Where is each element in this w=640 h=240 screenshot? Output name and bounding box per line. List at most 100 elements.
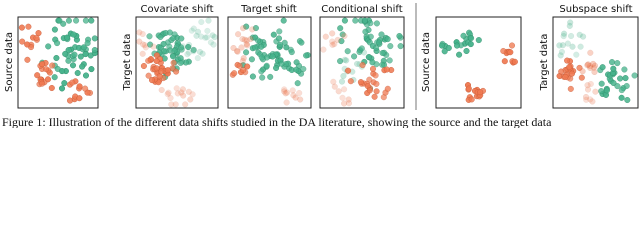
dot <box>293 66 300 73</box>
dot <box>331 41 338 48</box>
dot <box>80 44 87 51</box>
dot <box>236 62 243 69</box>
dot <box>289 87 296 94</box>
dot <box>373 88 380 95</box>
dot <box>233 47 241 55</box>
dot <box>587 49 594 56</box>
dot <box>136 29 143 36</box>
dot <box>24 41 31 48</box>
dot <box>475 37 482 44</box>
dot <box>330 78 337 85</box>
dot <box>339 94 346 101</box>
dot <box>148 77 156 84</box>
dot <box>79 63 86 70</box>
dot <box>139 30 146 38</box>
dot <box>185 43 192 51</box>
dot <box>341 32 348 40</box>
dot <box>58 85 66 92</box>
dot <box>576 64 583 71</box>
dot <box>62 50 69 57</box>
dot <box>378 31 385 38</box>
dot <box>598 88 605 95</box>
dot <box>39 61 46 68</box>
dot <box>284 89 291 96</box>
dot <box>384 85 391 92</box>
dot <box>51 74 58 81</box>
dot <box>334 36 341 43</box>
dot <box>384 36 391 43</box>
dot <box>569 43 576 50</box>
dot <box>64 34 71 41</box>
dot <box>345 100 353 107</box>
dot <box>70 31 77 38</box>
dot <box>373 20 380 27</box>
dot <box>190 25 197 32</box>
dot <box>320 46 327 53</box>
dot <box>202 34 209 41</box>
caption: Figure 1: Illustration of the different … <box>2 115 552 128</box>
dot <box>564 40 571 47</box>
dot <box>351 53 358 60</box>
panel-frame <box>17 16 99 109</box>
dot <box>198 33 205 40</box>
dot <box>180 43 187 50</box>
dot <box>591 68 598 76</box>
dot <box>49 62 56 69</box>
dot <box>508 42 516 49</box>
dot <box>88 66 95 73</box>
dot <box>564 57 571 64</box>
dot <box>199 50 206 57</box>
dot <box>187 96 194 103</box>
dot <box>231 70 238 77</box>
dot <box>239 58 246 65</box>
dot <box>258 68 265 75</box>
dot <box>344 48 351 55</box>
dot <box>185 88 192 95</box>
dot <box>177 59 184 67</box>
dot <box>198 18 205 26</box>
dot <box>577 43 584 50</box>
dot <box>193 32 200 39</box>
dot <box>578 74 585 81</box>
dot <box>296 89 303 97</box>
dot <box>145 57 152 64</box>
dot <box>88 17 95 24</box>
dot <box>467 41 474 48</box>
dot <box>179 86 186 93</box>
dot <box>34 72 41 79</box>
dot <box>583 96 590 103</box>
dot <box>164 91 171 98</box>
dot <box>338 38 345 45</box>
dot <box>173 85 180 92</box>
panel-frame <box>435 16 522 109</box>
dot <box>591 62 599 69</box>
dot <box>585 61 592 68</box>
dot <box>387 43 394 50</box>
dot <box>622 75 629 82</box>
dot <box>170 59 177 66</box>
dot <box>298 39 305 46</box>
dot <box>294 80 301 87</box>
dot <box>379 49 386 57</box>
dot <box>150 43 157 50</box>
dot <box>77 53 84 60</box>
dot <box>511 58 518 65</box>
dot <box>362 28 369 35</box>
dot <box>66 97 74 104</box>
dot <box>341 100 348 107</box>
dot <box>618 94 625 101</box>
dot <box>373 44 380 51</box>
dot <box>567 85 574 92</box>
dot <box>352 17 359 24</box>
dot <box>258 43 265 50</box>
dot <box>38 80 46 87</box>
dot <box>359 62 366 69</box>
dot <box>587 63 594 70</box>
dot <box>590 60 597 67</box>
dot <box>136 38 143 45</box>
dot <box>456 51 463 58</box>
dot <box>614 60 621 67</box>
dot <box>259 74 266 81</box>
dot <box>190 48 197 55</box>
panel-frame <box>227 16 312 109</box>
